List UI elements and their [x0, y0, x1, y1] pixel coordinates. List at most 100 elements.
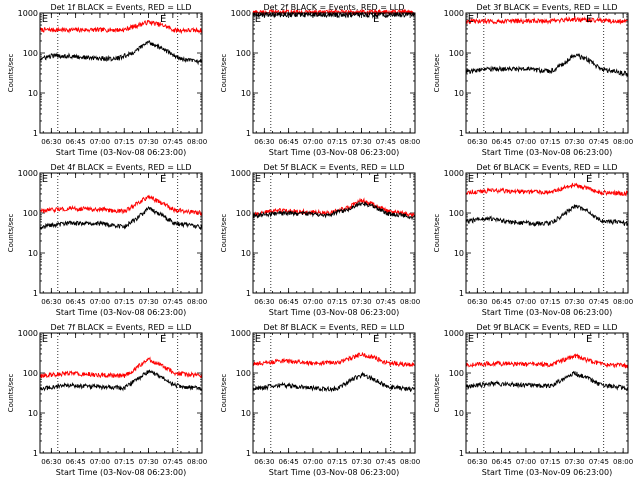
event-marker: E: [586, 14, 592, 25]
x-tick-label: 07:15: [327, 458, 347, 466]
x-tick-label: 06:30: [254, 458, 274, 466]
chart-title: Det 3f BLACK = Events, RED = LLD: [476, 3, 617, 12]
x-tick-label: 07:45: [376, 138, 396, 146]
event-marker: E: [160, 174, 166, 185]
y-tick-label: 1000: [444, 329, 464, 338]
x-axis-label: Start Time (03-Nov-08 06:23:00): [269, 308, 399, 317]
x-tick-label: 07:30: [138, 138, 158, 146]
plot-frame: [465, 12, 629, 134]
x-tick-label: 06:30: [467, 298, 487, 306]
y-tick-label: 10: [28, 249, 38, 258]
chart-panel-2: Det 2f BLACK = Events, RED = LLD Start Ti…: [220, 3, 420, 157]
series-line-black: [39, 369, 203, 392]
series-line-red: [39, 194, 203, 217]
x-tick-label: 07:30: [138, 458, 158, 466]
y-axis-label: Counts/sec: [7, 214, 15, 253]
event-marker: E: [586, 334, 592, 345]
event-marker: E: [42, 14, 48, 25]
x-tick-label: 07:15: [540, 298, 560, 306]
plot-frame: [465, 172, 629, 294]
y-axis-label: Counts/sec: [220, 374, 228, 413]
y-tick-label: 100: [449, 209, 464, 218]
x-tick-label: 06:45: [492, 458, 512, 466]
chart-panel-1: Det 1f BLACK = Events, RED = LLD Start Ti…: [7, 3, 207, 157]
y-tick-label: 1000: [231, 329, 251, 338]
x-axis-label: Start Time (03-Nov-09 06:23:00): [482, 468, 612, 477]
x-tick-label: 07:15: [540, 138, 560, 146]
x-tick-label: 07:00: [90, 458, 110, 466]
x-tick-label: 07:30: [351, 458, 371, 466]
y-tick-label: 10: [241, 89, 251, 98]
x-tick-label: 07:00: [90, 298, 110, 306]
x-tick-label: 07:45: [589, 138, 609, 146]
x-tick-label: 07:00: [303, 138, 323, 146]
x-axis-label: Start Time (03-Nov-08 06:23:00): [482, 308, 612, 317]
y-tick-label: 1: [246, 289, 251, 298]
y-tick-label: 10: [454, 249, 464, 258]
chart-panel-8: Det 8f BLACK = Events, RED = LLD Start Ti…: [220, 323, 420, 477]
y-axis-label: Counts/sec: [7, 374, 15, 413]
y-tick-label: 1: [459, 449, 464, 458]
event-marker: E: [255, 14, 261, 25]
y-tick-label: 10: [241, 409, 251, 418]
y-tick-label: 100: [23, 369, 38, 378]
x-tick-label: 07:00: [516, 298, 536, 306]
event-marker: E: [42, 174, 48, 185]
x-axis-label: Start Time (03-Nov-08 06:23:00): [56, 308, 186, 317]
x-tick-label: 06:30: [41, 138, 61, 146]
y-tick-label: 100: [236, 369, 251, 378]
chart-title: Det 7f BLACK = Events, RED = LLD: [50, 323, 191, 332]
y-tick-label: 1000: [231, 9, 251, 18]
x-tick-label: 07:15: [114, 298, 134, 306]
y-tick-label: 1000: [231, 169, 251, 178]
plot-frame: [39, 12, 203, 134]
y-tick-label: 1000: [444, 9, 464, 18]
series-line-red: [39, 356, 203, 379]
chart-title: Det 2f BLACK = Events, RED = LLD: [263, 3, 404, 12]
x-tick-label: 08:00: [187, 458, 207, 466]
x-tick-label: 07:45: [163, 458, 183, 466]
x-tick-label: 06:45: [66, 138, 86, 146]
event-marker: E: [373, 334, 379, 345]
event-marker: E: [373, 174, 379, 185]
series-line-black: [252, 201, 416, 221]
x-tick-label: 07:30: [564, 458, 584, 466]
x-tick-label: 07:15: [327, 298, 347, 306]
x-tick-label: 08:00: [613, 138, 633, 146]
x-tick-label: 07:00: [90, 138, 110, 146]
x-tick-label: 06:45: [279, 298, 299, 306]
chart-panel-5: Det 5f BLACK = Events, RED = LLD Start Ti…: [220, 163, 420, 317]
x-tick-label: 08:00: [187, 298, 207, 306]
x-tick-label: 06:30: [467, 458, 487, 466]
x-axis-label: Start Time (03-Nov-08 06:23:00): [269, 468, 399, 477]
event-marker: E: [468, 334, 474, 345]
x-tick-label: 06:45: [279, 458, 299, 466]
y-tick-label: 1000: [444, 169, 464, 178]
y-tick-label: 100: [23, 49, 38, 58]
event-marker: E: [255, 334, 261, 345]
x-tick-label: 06:45: [66, 458, 86, 466]
x-tick-label: 07:45: [163, 138, 183, 146]
y-tick-label: 1: [459, 289, 464, 298]
y-tick-label: 100: [449, 49, 464, 58]
event-marker: E: [160, 14, 166, 25]
event-marker: E: [468, 174, 474, 185]
chart-panel-4: Det 4f BLACK = Events, RED = LLD Start Ti…: [7, 163, 207, 317]
x-tick-label: 06:45: [279, 138, 299, 146]
y-axis-label: Counts/sec: [433, 374, 441, 413]
chart-title: Det 9f BLACK = Events, RED = LLD: [476, 323, 617, 332]
series-line-black: [39, 40, 203, 66]
x-tick-label: 07:30: [351, 298, 371, 306]
chart-panel-7: Det 7f BLACK = Events, RED = LLD Start Ti…: [7, 323, 207, 477]
x-tick-label: 07:30: [138, 298, 158, 306]
plot-frame: [252, 12, 416, 134]
x-tick-label: 07:30: [564, 138, 584, 146]
x-tick-label: 07:15: [327, 138, 347, 146]
plot-frame: [39, 332, 203, 454]
series-line-red: [252, 352, 416, 368]
x-tick-label: 06:45: [66, 298, 86, 306]
x-tick-label: 07:15: [540, 458, 560, 466]
y-tick-label: 10: [28, 89, 38, 98]
